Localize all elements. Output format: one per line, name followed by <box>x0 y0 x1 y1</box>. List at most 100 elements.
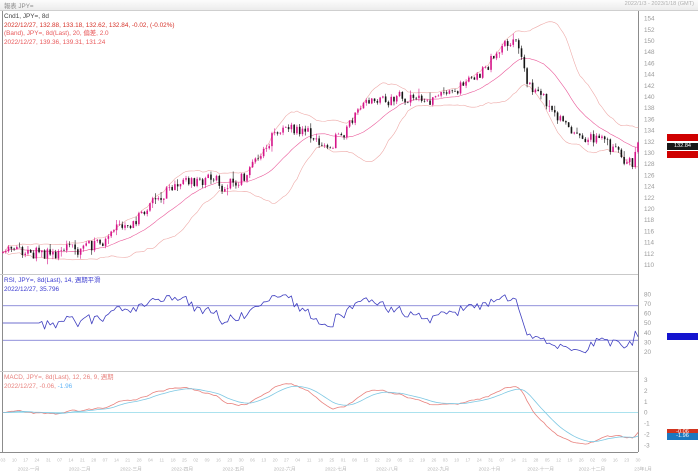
svg-text:26: 26 <box>579 458 584 463</box>
svg-text:04: 04 <box>295 458 300 463</box>
svg-text:16: 16 <box>216 458 221 463</box>
svg-text:122: 122 <box>644 195 655 202</box>
svg-text:25: 25 <box>182 458 187 463</box>
svg-text:18: 18 <box>171 458 176 463</box>
svg-text:-3: -3 <box>644 442 650 449</box>
svg-text:2022-六月: 2022-六月 <box>274 466 296 473</box>
svg-text:05: 05 <box>397 458 402 463</box>
svg-text:110: 110 <box>644 262 655 269</box>
svg-text:10: 10 <box>12 458 17 463</box>
svg-text:25: 25 <box>329 458 334 463</box>
svg-text:80: 80 <box>644 291 652 298</box>
svg-text:17: 17 <box>465 458 470 463</box>
svg-text:14: 14 <box>114 458 119 463</box>
svg-text:148: 148 <box>644 49 655 56</box>
svg-text:07: 07 <box>57 458 62 463</box>
svg-text:2022-九月: 2022-九月 <box>427 466 449 473</box>
svg-text:10: 10 <box>454 458 459 463</box>
svg-text:31: 31 <box>488 458 493 463</box>
svg-text:2022-十月: 2022-十月 <box>479 466 501 473</box>
svg-text:60: 60 <box>644 311 652 318</box>
svg-text:12: 12 <box>409 458 414 463</box>
svg-text:02: 02 <box>193 458 198 463</box>
svg-text:2022-二月: 2022-二月 <box>69 467 91 473</box>
svg-text:27: 27 <box>284 458 289 463</box>
svg-text:2022-一月: 2022-一月 <box>18 467 40 473</box>
svg-text:18: 18 <box>318 458 323 463</box>
svg-text:2022-七月: 2022-七月 <box>325 466 347 473</box>
svg-text:14: 14 <box>511 458 516 463</box>
svg-text:70: 70 <box>644 301 652 308</box>
svg-text:29: 29 <box>386 458 391 463</box>
svg-text:2022-五月: 2022-五月 <box>222 467 244 473</box>
svg-text:20: 20 <box>273 458 278 463</box>
svg-text:146: 146 <box>644 60 655 67</box>
svg-text:2022-十一月: 2022-十一月 <box>527 466 554 473</box>
svg-text:30: 30 <box>636 458 641 463</box>
svg-text:17: 17 <box>23 458 28 463</box>
svg-text:134: 134 <box>644 128 655 135</box>
svg-text:150: 150 <box>644 38 655 45</box>
svg-text:03: 03 <box>1 458 6 463</box>
svg-text:112: 112 <box>644 251 655 258</box>
svg-text:23: 23 <box>624 458 629 463</box>
svg-text:30: 30 <box>239 458 244 463</box>
svg-text:16: 16 <box>613 458 618 463</box>
svg-text:23年1月: 23年1月 <box>634 466 652 473</box>
svg-text:02: 02 <box>590 458 595 463</box>
svg-text:11: 11 <box>307 458 312 463</box>
svg-text:24: 24 <box>35 458 40 463</box>
svg-text:21: 21 <box>125 458 130 463</box>
svg-text:28: 28 <box>533 458 538 463</box>
svg-text:28: 28 <box>137 458 142 463</box>
svg-text:26: 26 <box>431 458 436 463</box>
svg-text:138: 138 <box>644 105 655 112</box>
svg-text:20: 20 <box>644 349 652 356</box>
svg-text:132: 132 <box>644 139 655 146</box>
svg-text:154: 154 <box>644 16 655 23</box>
svg-text:124: 124 <box>644 184 655 191</box>
svg-text:-2: -2 <box>644 432 650 439</box>
svg-text:128: 128 <box>644 161 655 168</box>
svg-text:08: 08 <box>352 458 357 463</box>
svg-text:22: 22 <box>375 458 380 463</box>
svg-text:09: 09 <box>205 458 210 463</box>
svg-text:14: 14 <box>69 458 74 463</box>
svg-text:40: 40 <box>644 330 652 337</box>
svg-text:11: 11 <box>160 458 165 463</box>
svg-text:01: 01 <box>341 458 346 463</box>
svg-text:04: 04 <box>148 458 153 463</box>
svg-text:3: 3 <box>644 377 648 384</box>
svg-text:126: 126 <box>644 172 655 179</box>
svg-text:07: 07 <box>103 458 108 463</box>
svg-text:136: 136 <box>644 116 655 123</box>
svg-text:118: 118 <box>644 217 655 224</box>
svg-text:-1: -1 <box>644 421 650 428</box>
svg-text:2: 2 <box>644 388 648 395</box>
svg-text:07: 07 <box>499 458 504 463</box>
svg-text:03: 03 <box>443 458 448 463</box>
svg-text:15: 15 <box>363 458 368 463</box>
svg-text:2022-十二月: 2022-十二月 <box>579 466 606 473</box>
svg-text:21: 21 <box>80 458 85 463</box>
svg-text:2022-四月: 2022-四月 <box>171 467 193 473</box>
svg-text:116: 116 <box>644 228 655 235</box>
svg-text:12: 12 <box>556 458 561 463</box>
svg-text:2022-八月: 2022-八月 <box>376 467 398 473</box>
svg-text:13: 13 <box>261 458 266 463</box>
svg-text:09: 09 <box>602 458 607 463</box>
svg-text:1: 1 <box>644 399 648 406</box>
svg-text:24: 24 <box>477 458 482 463</box>
svg-text:30: 30 <box>644 339 652 346</box>
svg-text:130: 130 <box>644 150 655 157</box>
svg-text:2022-三月: 2022-三月 <box>120 467 142 473</box>
svg-text:23: 23 <box>227 458 232 463</box>
svg-text:19: 19 <box>420 458 425 463</box>
svg-text:50: 50 <box>644 320 652 327</box>
svg-text:114: 114 <box>644 240 655 247</box>
svg-text:31: 31 <box>46 458 51 463</box>
svg-text:05: 05 <box>545 458 550 463</box>
svg-text:152: 152 <box>644 27 655 34</box>
svg-text:120: 120 <box>644 206 655 213</box>
svg-text:21: 21 <box>522 458 527 463</box>
